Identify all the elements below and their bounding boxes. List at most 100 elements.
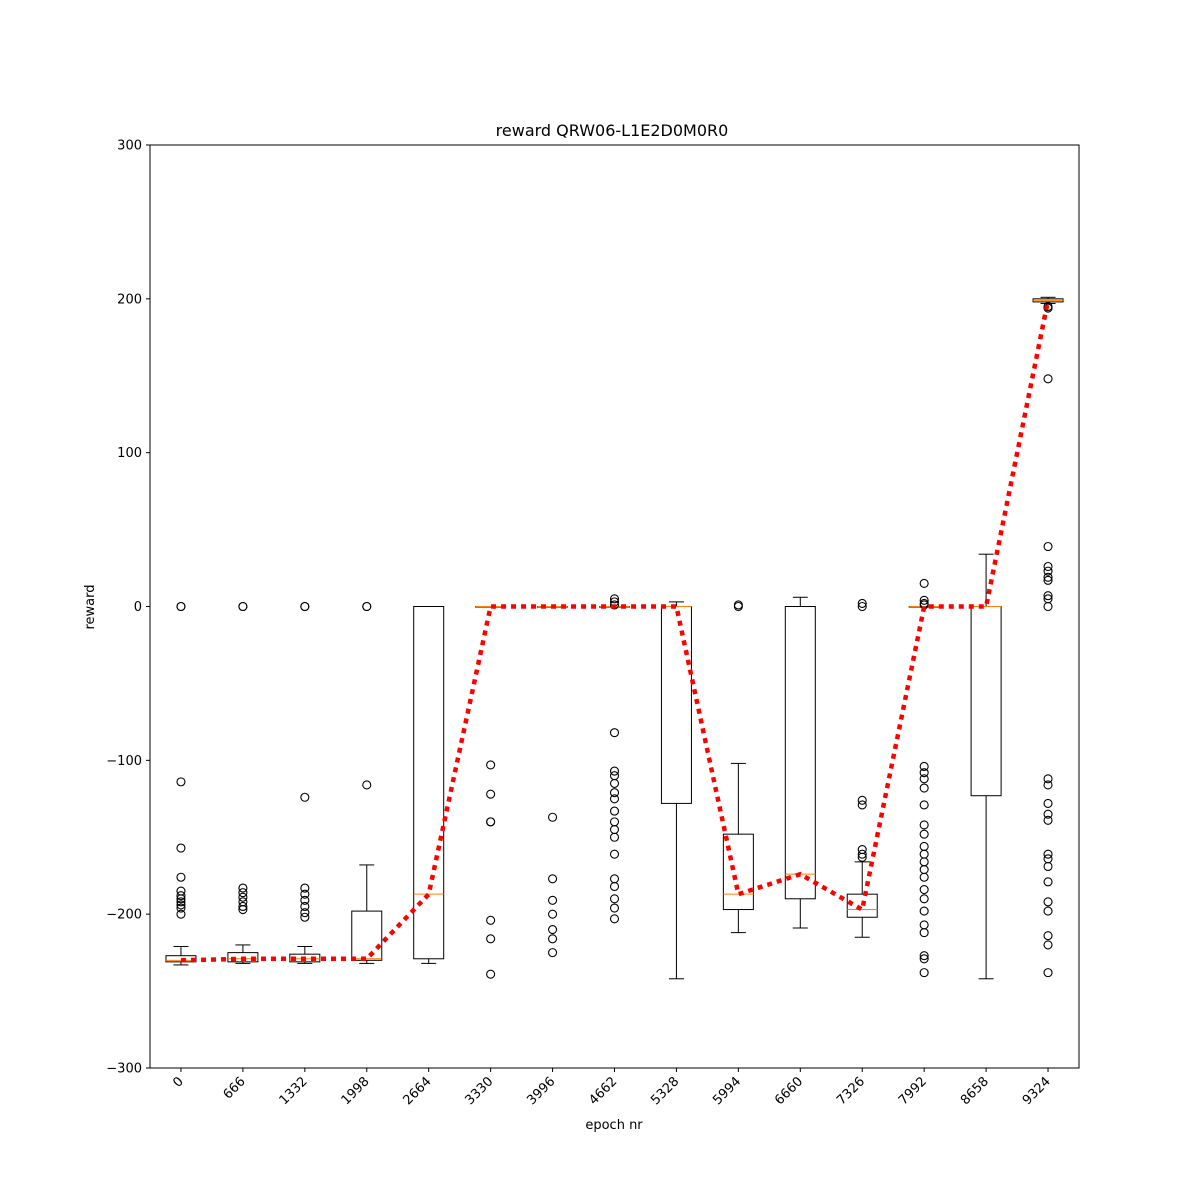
flier-point: [548, 895, 558, 905]
flier-point: [176, 909, 186, 919]
y-tick-label: 100: [117, 446, 142, 461]
box-iqr: [784, 606, 816, 900]
flier-point: [1043, 591, 1053, 601]
flier-point: [238, 897, 248, 907]
flier-point: [919, 768, 929, 778]
flier-point: [919, 578, 929, 588]
flier-point: [919, 820, 929, 830]
box-iqr: [846, 893, 878, 918]
flier-point: [609, 825, 620, 835]
x-tick-label: 666: [221, 1074, 249, 1102]
box-8658: [970, 553, 1002, 980]
box-iqr: [351, 910, 383, 961]
flier-point: [609, 914, 620, 924]
flier-point: [1043, 877, 1053, 887]
flier-point: [919, 595, 929, 605]
flier-point: [362, 601, 372, 612]
flier-point: [1043, 575, 1053, 585]
box-iqr: [413, 606, 445, 960]
flier-point: [919, 783, 929, 793]
flier-point: [1043, 561, 1053, 572]
flier-point: [1043, 897, 1053, 907]
box-iqr: [970, 606, 1002, 797]
flier-point: [548, 948, 558, 958]
flier-point: [176, 843, 186, 853]
flier-point: [176, 777, 186, 787]
flier-point: [548, 812, 558, 822]
flier-point: [176, 886, 186, 896]
x-tick-label: 5328: [648, 1074, 682, 1108]
flier-point: [300, 908, 310, 918]
x-tick-label: 1998: [339, 1074, 373, 1108]
box-7326: [846, 861, 878, 938]
flier-point: [857, 598, 867, 608]
flier-point: [486, 969, 496, 979]
flier-point: [919, 800, 929, 810]
flier-point: [1043, 780, 1053, 790]
flier-point: [919, 761, 929, 772]
flier-point: [919, 920, 929, 930]
flier-point: [609, 771, 620, 781]
flier-point: [919, 857, 929, 867]
x-tick-label: 5994: [710, 1074, 744, 1108]
flier-point: [919, 968, 929, 978]
flier-point: [486, 915, 496, 925]
y-tick-label: 0: [134, 600, 142, 615]
flier-point: [300, 901, 310, 912]
x-tick-label: 2664: [401, 1074, 435, 1108]
flier-point: [919, 774, 929, 784]
flier-point: [609, 903, 620, 913]
flier-point: [300, 912, 310, 922]
flier-point: [486, 934, 496, 944]
flier-point: [609, 766, 620, 776]
flier-point: [919, 954, 929, 964]
flier-point: [1043, 854, 1053, 864]
flier-point: [609, 594, 620, 604]
flier-point: [609, 817, 620, 827]
x-tick-label: 3996: [524, 1074, 558, 1108]
flier-point: [609, 600, 620, 610]
flier-point: [238, 905, 248, 915]
flier-point: [238, 888, 248, 898]
flier-point: [609, 778, 620, 788]
chart-title: reward QRW06-L1E2D0M0R0: [496, 121, 729, 140]
box-5994: [722, 762, 754, 934]
box-iqr: [722, 833, 754, 911]
flier-point: [1043, 931, 1053, 941]
x-tick-label: 0: [170, 1074, 186, 1090]
flier-point: [733, 601, 743, 612]
box-iqr: [289, 953, 321, 963]
flier-point: [919, 906, 929, 916]
flier-point: [486, 760, 496, 770]
flier-point: [919, 951, 929, 961]
flier-point: [176, 894, 186, 904]
box-1998: [351, 864, 383, 964]
flier-point: [919, 849, 929, 859]
y-tick-label: −200: [106, 908, 142, 923]
flier-point: [548, 934, 558, 944]
flier-point: [176, 891, 186, 901]
flier-point: [1043, 968, 1053, 978]
flier-point: [919, 885, 929, 895]
flier-point: [857, 845, 867, 855]
y-tick-label: 300: [117, 139, 142, 154]
flier-point: [176, 897, 186, 907]
flier-point: [919, 829, 929, 839]
flier-point: [609, 881, 620, 892]
flier-point: [548, 909, 558, 919]
flier-point: [238, 601, 248, 612]
flier-point: [1043, 566, 1053, 576]
box-2664: [413, 606, 445, 964]
flier-point: [1043, 798, 1053, 808]
flier-point: [1043, 774, 1053, 784]
flier-point: [919, 928, 929, 938]
x-tick-label: 1332: [277, 1074, 311, 1108]
box-5328: [660, 601, 692, 980]
mean-line-layer: [180, 299, 1051, 963]
flier-point: [548, 924, 558, 935]
flier-point: [176, 900, 186, 910]
flier-point: [486, 817, 496, 827]
flier-point: [362, 780, 372, 790]
flier-point: [857, 852, 867, 862]
flier-point: [919, 872, 929, 882]
